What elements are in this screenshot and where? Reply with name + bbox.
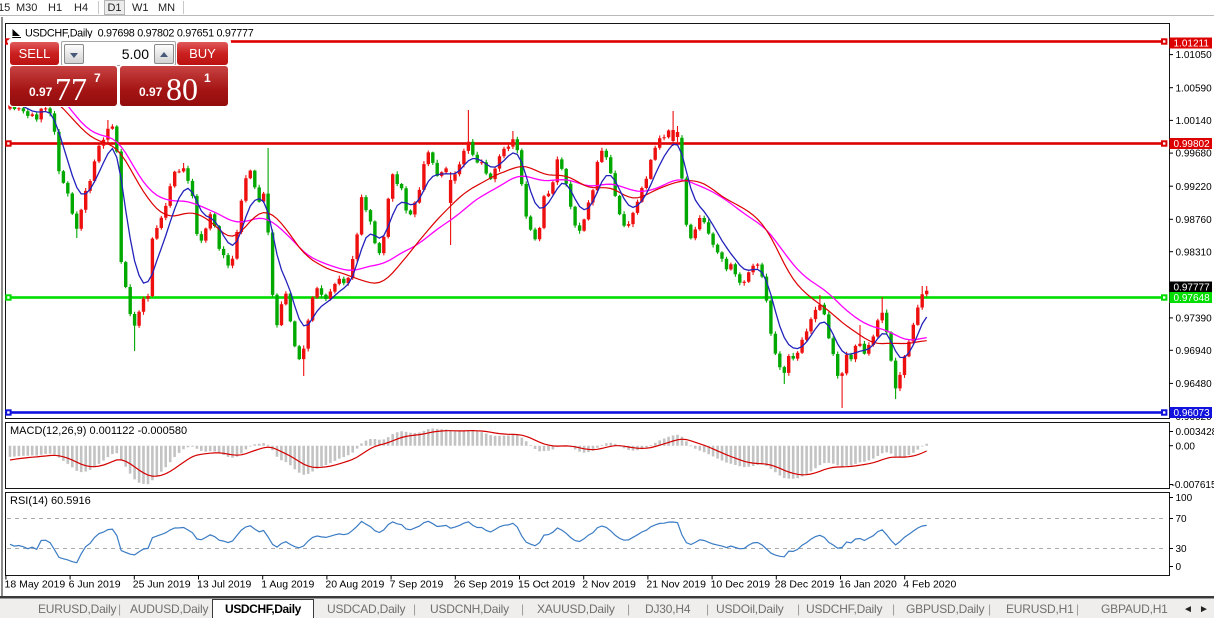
svg-text:0.99680: 0.99680 xyxy=(1176,149,1213,160)
svg-text:20 Aug 2019: 20 Aug 2019 xyxy=(325,579,384,591)
svg-text:0.98760: 0.98760 xyxy=(1176,215,1213,226)
svg-text:21 Nov 2019: 21 Nov 2019 xyxy=(646,579,706,591)
svg-text:0.97777: 0.97777 xyxy=(1174,283,1211,294)
svg-text:1.00140: 1.00140 xyxy=(1176,116,1213,127)
svg-text:0.97648: 0.97648 xyxy=(1174,293,1211,304)
svg-text:26 Sep 2019: 26 Sep 2019 xyxy=(454,579,514,591)
svg-text:25 Jun 2019: 25 Jun 2019 xyxy=(133,579,191,591)
svg-text:0.99220: 0.99220 xyxy=(1176,182,1213,193)
svg-text:1 Aug 2019: 1 Aug 2019 xyxy=(261,579,314,591)
svg-text:13 Jul 2019: 13 Jul 2019 xyxy=(197,579,251,591)
svg-text:1.00590: 1.00590 xyxy=(1176,83,1213,94)
svg-text:RSI(14) 60.5916: RSI(14) 60.5916 xyxy=(10,495,91,507)
svg-text:100: 100 xyxy=(1176,493,1193,504)
svg-text:0.96480: 0.96480 xyxy=(1176,379,1213,390)
svg-text:0.96940: 0.96940 xyxy=(1176,346,1213,357)
svg-text:0.96073: 0.96073 xyxy=(1174,408,1211,419)
svg-text:15 Oct 2019: 15 Oct 2019 xyxy=(518,579,575,591)
svg-text:0.97390: 0.97390 xyxy=(1176,314,1213,325)
svg-text:7 Sep 2019: 7 Sep 2019 xyxy=(390,579,444,591)
svg-text:1.01211: 1.01211 xyxy=(1174,39,1210,50)
svg-text:0: 0 xyxy=(1176,562,1182,573)
svg-text:MACD(12,26,9) 0.001122 -0.0005: MACD(12,26,9) 0.001122 -0.000580 xyxy=(10,425,187,437)
svg-text:18 May 2019: 18 May 2019 xyxy=(5,579,66,591)
svg-text:USDCHF,Daily 0.97698 0.97802: USDCHF,Daily 0.97698 0.97802 0.97651 0.9… xyxy=(25,28,254,40)
svg-text:10 Dec 2019: 10 Dec 2019 xyxy=(711,579,771,591)
svg-text:16 Jan 2020: 16 Jan 2020 xyxy=(839,579,897,591)
svg-text:0.98310: 0.98310 xyxy=(1176,247,1213,258)
svg-text:1.01050: 1.01050 xyxy=(1176,50,1213,61)
svg-text:30: 30 xyxy=(1176,544,1188,555)
svg-text:6 Jun 2019: 6 Jun 2019 xyxy=(69,579,121,591)
svg-text:4 Feb 2020: 4 Feb 2020 xyxy=(903,579,956,591)
svg-text:0.99802: 0.99802 xyxy=(1174,139,1211,150)
svg-text:2 Nov 2019: 2 Nov 2019 xyxy=(582,579,636,591)
svg-text:0.003428: 0.003428 xyxy=(1176,427,1214,438)
svg-text:0.00: 0.00 xyxy=(1176,441,1196,452)
svg-text:70: 70 xyxy=(1176,514,1188,525)
svg-text:-0.007615: -0.007615 xyxy=(1172,480,1214,491)
svg-text:28 Dec 2019: 28 Dec 2019 xyxy=(775,579,835,591)
